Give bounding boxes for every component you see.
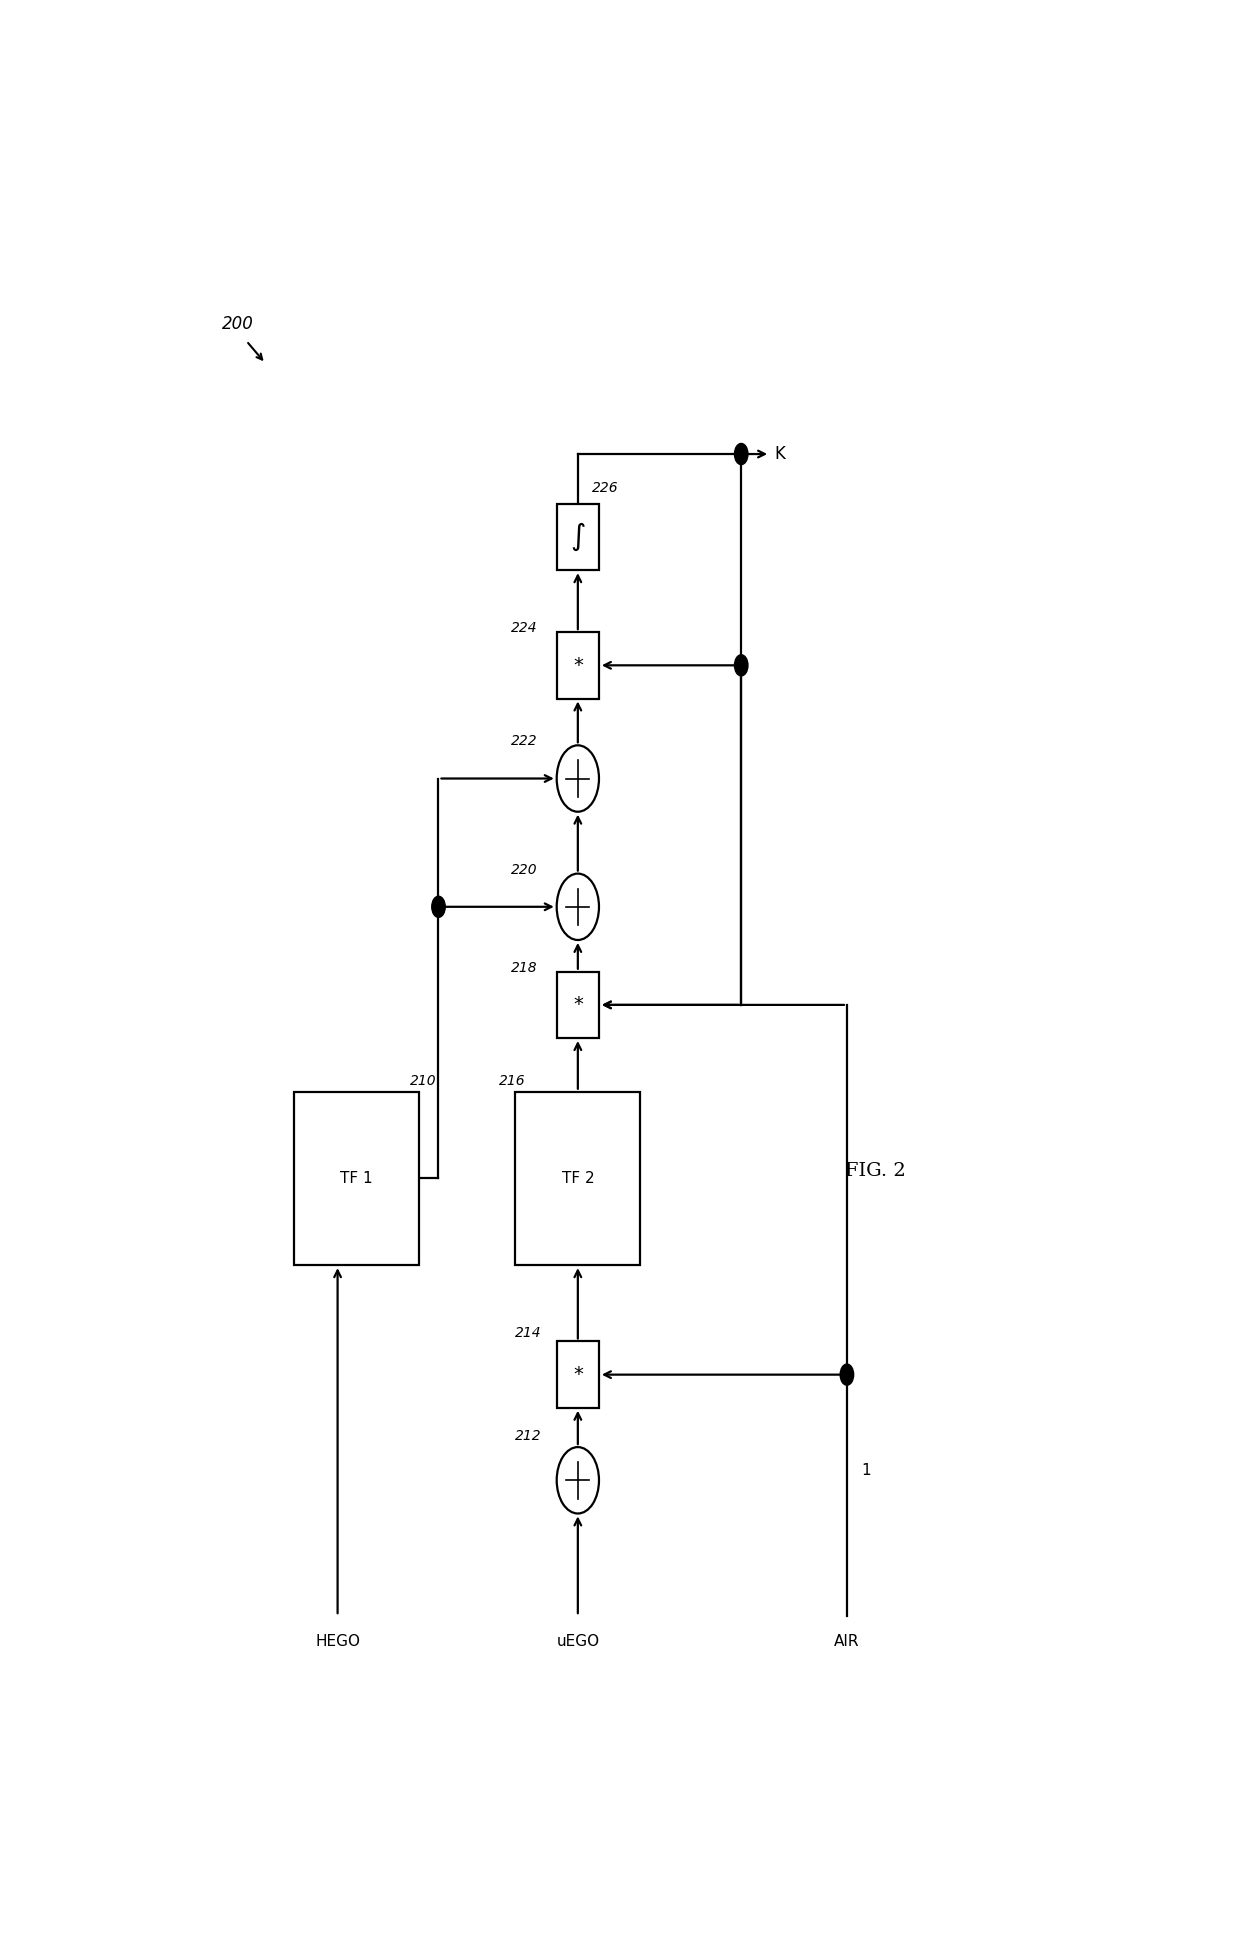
Text: 214: 214: [516, 1325, 542, 1341]
Text: *: *: [573, 1366, 583, 1384]
Bar: [557, 972, 599, 1039]
Text: 220: 220: [511, 862, 537, 876]
Bar: [557, 633, 599, 698]
Circle shape: [432, 896, 445, 917]
Bar: [557, 1341, 599, 1407]
Bar: [557, 504, 599, 570]
Bar: [294, 1092, 419, 1266]
Bar: [516, 1092, 640, 1266]
Text: AIR: AIR: [835, 1635, 859, 1648]
Text: *: *: [573, 996, 583, 1015]
Text: 212: 212: [516, 1429, 542, 1443]
Circle shape: [557, 1446, 599, 1513]
Text: 224: 224: [511, 621, 537, 635]
Text: 210: 210: [409, 1074, 436, 1088]
Text: K: K: [775, 445, 786, 463]
Text: 216: 216: [498, 1074, 526, 1088]
Text: 1: 1: [862, 1462, 870, 1478]
Text: FIG. 2: FIG. 2: [846, 1162, 906, 1180]
Circle shape: [557, 745, 599, 811]
Circle shape: [557, 874, 599, 941]
Circle shape: [734, 443, 748, 465]
Text: 218: 218: [511, 960, 537, 974]
Text: TF 2: TF 2: [562, 1170, 594, 1186]
Text: TF 1: TF 1: [341, 1170, 373, 1186]
Text: HEGO: HEGO: [315, 1635, 360, 1648]
Text: uEGO: uEGO: [557, 1635, 599, 1648]
Text: $\int$: $\int$: [570, 521, 585, 553]
Circle shape: [841, 1364, 853, 1386]
Text: *: *: [573, 657, 583, 674]
Circle shape: [734, 655, 748, 676]
Text: 200: 200: [222, 316, 254, 333]
Text: 226: 226: [593, 480, 619, 494]
Text: 222: 222: [511, 735, 537, 749]
